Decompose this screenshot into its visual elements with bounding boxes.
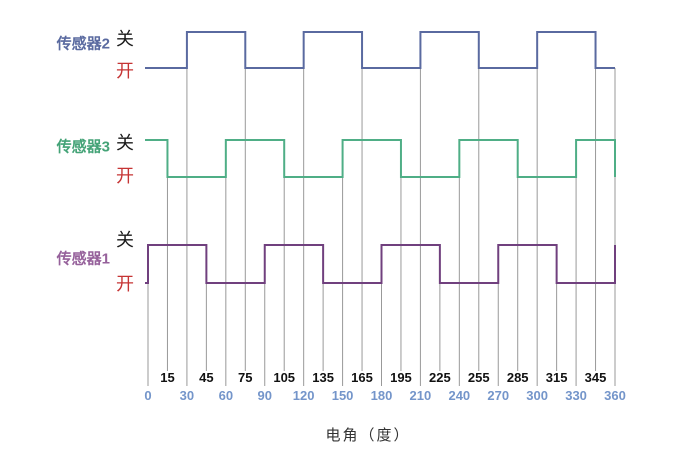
sensor-2-off-label: 关 <box>116 29 134 49</box>
sensor-1-name: 传感器1 <box>56 250 110 268</box>
x-axis-mid-label: 315 <box>545 370 568 385</box>
x-axis-major-label: 330 <box>565 388 587 403</box>
x-axis-mid-label: 195 <box>390 370 412 385</box>
x-axis-mid-label: 105 <box>273 370 296 385</box>
x-axis-major-label: 60 <box>218 388 234 403</box>
x-axis-major-label: 90 <box>257 388 272 403</box>
x-axis-mid-label: 285 <box>506 370 529 385</box>
x-axis-mid-label: 345 <box>584 370 607 385</box>
x-axis-mid-label: 225 <box>429 370 451 385</box>
waveform-传感器3 <box>145 139 616 178</box>
x-axis-mid-label: 75 <box>238 370 253 385</box>
x-axis-title: 电角（度） <box>325 427 411 444</box>
x-axis-major-label: 360 <box>604 388 626 403</box>
x-axis-mid-label: 165 <box>351 370 373 385</box>
sensor-3-name: 传感器3 <box>56 138 110 156</box>
x-axis-major-label: 180 <box>370 388 393 403</box>
sensor-2-on-label: 开 <box>116 61 134 81</box>
x-axis-major-label: 0 <box>144 388 152 403</box>
waveform-传感器1 <box>145 244 616 284</box>
x-axis-mid-label: 135 <box>312 370 334 385</box>
x-axis-major-label: 270 <box>487 388 510 403</box>
x-axis-major-label: 210 <box>409 388 432 403</box>
x-axis-major-label: 30 <box>179 388 195 403</box>
x-axis-major-label: 300 <box>526 388 549 403</box>
x-axis-major-label: 240 <box>448 388 471 403</box>
x-axis-major-label: 150 <box>331 388 354 403</box>
waveform-传感器2 <box>145 31 615 69</box>
x-axis-mid-label: 15 <box>160 370 175 385</box>
x-axis-mid-label: 45 <box>199 370 214 385</box>
sensor-3-on-label: 开 <box>116 166 134 186</box>
sensor-2-name: 传感器2 <box>56 35 110 53</box>
sensor-3-off-label: 关 <box>116 133 134 153</box>
x-axis-major-label: 120 <box>292 388 315 403</box>
sensor-1-off-label: 关 <box>116 230 134 250</box>
x-axis-mid-label: 255 <box>467 370 490 385</box>
sensor-1-on-label: 开 <box>116 274 134 294</box>
